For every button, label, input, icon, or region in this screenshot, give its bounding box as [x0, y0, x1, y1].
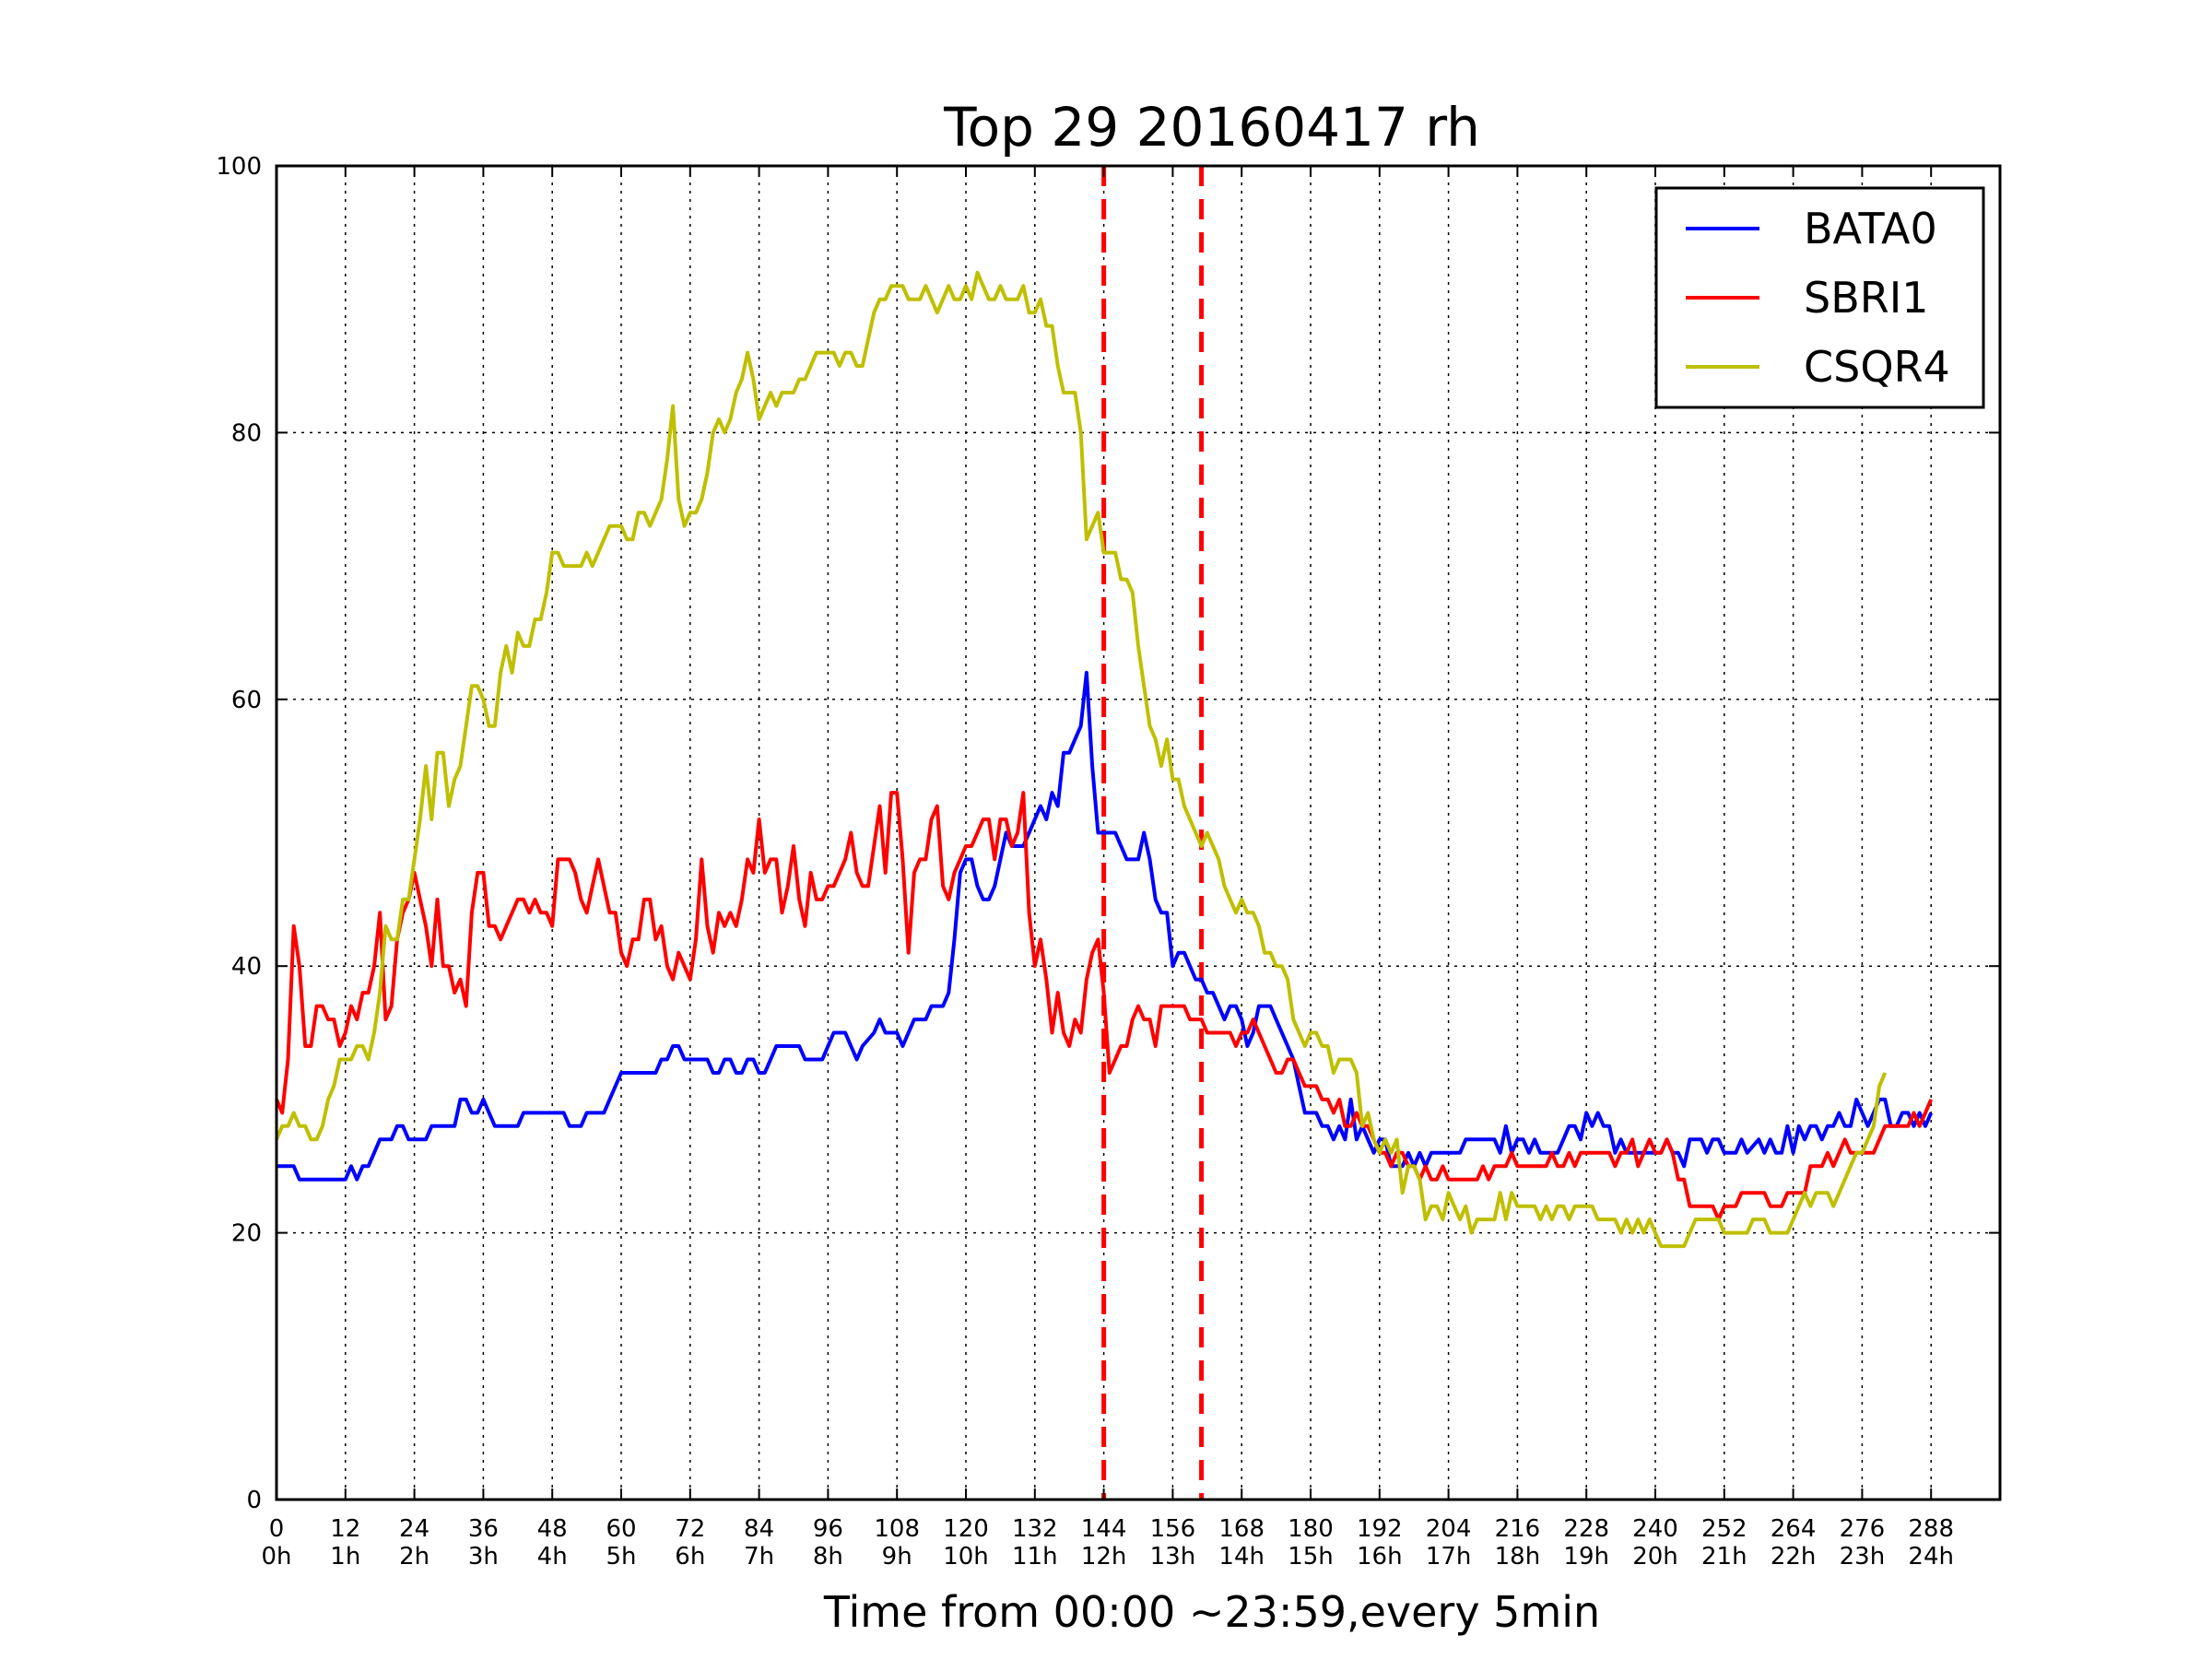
x-tick-label: 216 [1495, 1515, 1541, 1543]
x-tick-label: 156 [1150, 1515, 1196, 1543]
y-tick-label: 100 [216, 153, 262, 181]
x-tick-label: 96 [813, 1515, 843, 1543]
x-tick-hour-label: 13h [1150, 1543, 1196, 1571]
x-tick-label: 108 [874, 1515, 920, 1543]
x-tick-label: 60 [606, 1515, 636, 1543]
x-tick-hour-label: 8h [813, 1543, 843, 1571]
series-line-bata0 [276, 670, 1934, 1182]
legend-label: BATA0 [1804, 204, 1937, 253]
x-tick-label: 228 [1563, 1515, 1609, 1543]
x-tick-label: 180 [1288, 1515, 1334, 1543]
x-tick-hour-label: 14h [1218, 1543, 1265, 1571]
chart-title: Top 29 20160417 rh [943, 96, 1480, 159]
x-tick-hour-label: 18h [1495, 1543, 1541, 1571]
x-tick-hour-label: 21h [1701, 1543, 1747, 1571]
x-tick-hour-label: 1h [330, 1543, 360, 1571]
x-tick-label: 48 [537, 1515, 568, 1543]
x-tick-label: 36 [468, 1515, 499, 1543]
x-tick-hour-label: 20h [1632, 1543, 1678, 1571]
x-tick-hour-label: 5h [606, 1543, 636, 1571]
x-tick-label: 252 [1701, 1515, 1747, 1543]
x-tick-hour-label: 19h [1563, 1543, 1609, 1571]
x-tick-hour-label: 12h [1081, 1543, 1127, 1571]
x-tick-hour-label: 10h [943, 1543, 989, 1571]
x-tick-hour-label: 3h [468, 1543, 499, 1571]
legend-label: SBRI1 [1804, 273, 1929, 323]
x-tick-label: 144 [1081, 1515, 1127, 1543]
vertical-markers [1101, 166, 1205, 1500]
x-tick-hour-label: 11h [1012, 1543, 1058, 1571]
x-tick-label: 240 [1632, 1515, 1678, 1543]
x-tick-hour-label: 15h [1288, 1543, 1334, 1571]
x-axis-title: Time from 00:00 ~23:59,every 5min [823, 1587, 1600, 1637]
x-tick-label: 276 [1840, 1515, 1886, 1543]
x-tick-label: 192 [1357, 1515, 1403, 1543]
x-tick-hour-label: 9h [882, 1543, 912, 1571]
x-tick-label: 264 [1771, 1515, 1817, 1543]
x-tick-hour-label: 2h [399, 1543, 429, 1571]
x-tick-label: 24 [399, 1515, 429, 1543]
x-tick-hour-label: 7h [744, 1543, 774, 1571]
series-line-csqr4 [275, 270, 1888, 1249]
series-lines [275, 270, 1934, 1249]
plot-frame [275, 164, 2002, 1501]
y-tick-label: 0 [246, 1487, 262, 1514]
x-tick-label: 0 [269, 1515, 285, 1543]
x-tick-label: 168 [1218, 1515, 1265, 1543]
x-tick-hour-label: 23h [1840, 1543, 1886, 1571]
x-tick-label: 132 [1012, 1515, 1058, 1543]
legend: BATA0 SBRI1 CSQR4 [1654, 186, 1985, 409]
y-tick-label: 80 [231, 419, 262, 447]
y-tick-label: 60 [231, 687, 262, 714]
x-tick-label: 288 [1908, 1515, 1954, 1543]
x-tick-label: 120 [943, 1515, 989, 1543]
x-tick-hour-label: 0h [261, 1543, 291, 1571]
x-tick-hour-label: 22h [1771, 1543, 1817, 1571]
x-tick-hour-label: 6h [675, 1543, 705, 1571]
x-tick-label: 72 [675, 1515, 705, 1543]
grid-lines [276, 166, 2000, 1500]
x-tick-hour-label: 16h [1357, 1543, 1403, 1571]
y-tick-label: 20 [231, 1220, 262, 1248]
series-line-sbri1 [275, 791, 1934, 1222]
x-tick-hour-label: 4h [537, 1543, 568, 1571]
legend-label: CSQR4 [1804, 342, 1950, 392]
axis-ticks: 02040608010000h121h242h363h484h605h726h8… [216, 153, 2000, 1571]
x-tick-label: 12 [330, 1515, 360, 1543]
y-tick-label: 40 [231, 953, 262, 981]
x-tick-label: 204 [1426, 1515, 1472, 1543]
x-tick-hour-label: 17h [1426, 1543, 1472, 1571]
x-tick-hour-label: 24h [1908, 1543, 1954, 1571]
x-tick-label: 84 [744, 1515, 774, 1543]
